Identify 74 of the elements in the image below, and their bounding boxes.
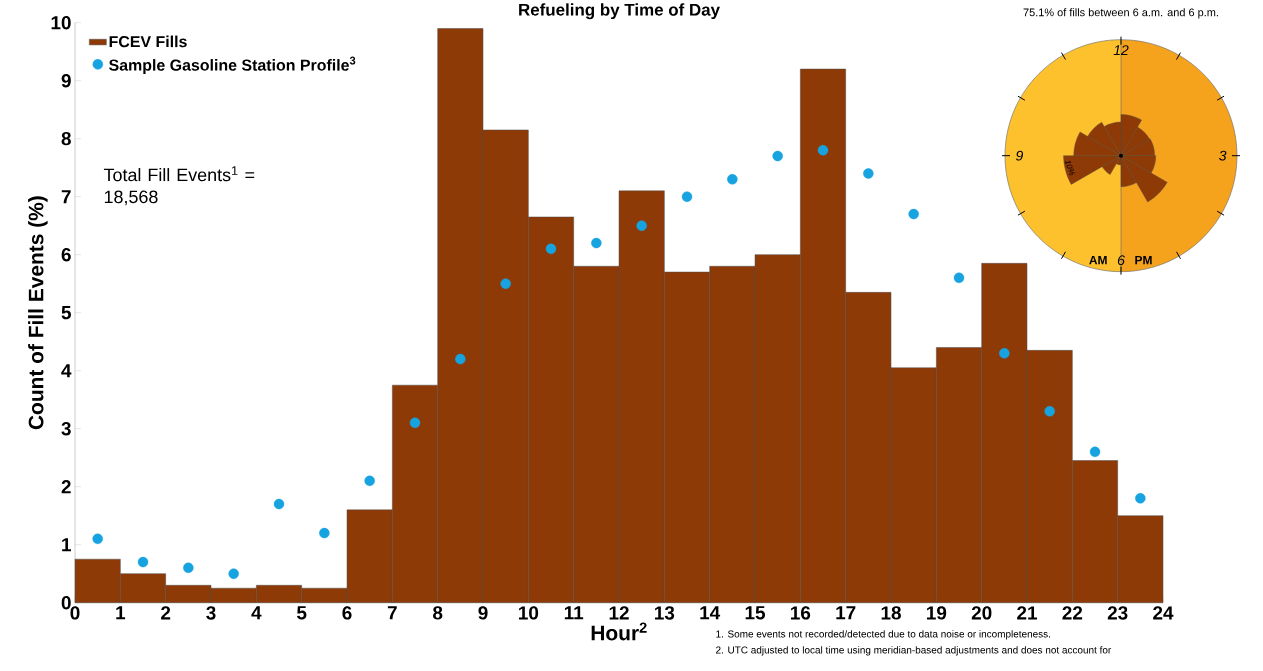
x-tick-label: 15 <box>745 606 766 620</box>
point <box>908 209 919 220</box>
point <box>1044 406 1055 417</box>
text: 75.1% of fills between 6 a.m. and 6 p.m. <box>1023 8 1218 19</box>
x-tick-label: 23 <box>1107 606 1128 620</box>
point <box>817 145 829 156</box>
point <box>500 278 511 290</box>
y-tick-label: 0 <box>61 596 71 610</box>
point <box>545 243 557 255</box>
x-tick-label: 17 <box>836 606 856 620</box>
x-tick-label: 21 <box>1017 606 1038 620</box>
point <box>1089 446 1101 458</box>
x-tick-label: 20 <box>971 606 992 620</box>
text: 2. UTC adjusted to local time using meridian-based adjustments and does not account for <box>716 646 1112 656</box>
x-tick-label: 3 <box>206 606 216 620</box>
point <box>772 151 783 162</box>
y-tick-label: 3 <box>61 422 71 436</box>
y-tick-label: 1 <box>62 538 71 552</box>
annotation: 12 <box>1113 45 1129 56</box>
legend-label: Sample Gasoline Station Profile$^{3}$ <box>109 56 356 75</box>
annotation: 9 <box>1016 150 1023 161</box>
x-tick-label: 19 <box>927 606 947 620</box>
point <box>319 528 330 539</box>
x-tick-label: 8 <box>433 606 443 620</box>
x-tick-label: 22 <box>1062 606 1083 620</box>
x-tick-label: 18 <box>881 606 901 620</box>
x-tick-label: 13 <box>655 606 675 620</box>
x-tick-label: 2 <box>161 606 171 620</box>
point <box>364 475 375 487</box>
annotation: AM <box>1089 256 1107 265</box>
point <box>183 562 194 574</box>
y-tick-label: 10 <box>51 16 71 30</box>
y-tick-label: 4 <box>61 364 72 378</box>
point <box>727 174 738 185</box>
y-tick-label: 5 <box>61 306 71 320</box>
point <box>863 168 874 179</box>
text: 3 <box>1219 150 1227 161</box>
y-tick-label: 8 <box>61 132 71 146</box>
x-tick-label: 5 <box>296 606 307 620</box>
text: 1. Some events not recorded/detected due to data noise or incompleteness. <box>716 630 1050 640</box>
point <box>636 220 647 232</box>
point <box>409 417 421 429</box>
x-axis-title: Hour$^{2}$ <box>591 622 647 641</box>
y-axis-title: Count of Fill Events (%) <box>28 196 48 430</box>
annotation: PM <box>1135 256 1152 265</box>
point <box>999 348 1010 359</box>
x-tick-label: 16 <box>791 606 811 620</box>
y-tick-label: 6 <box>61 248 71 262</box>
point <box>92 533 103 545</box>
x-tick-label: 4 <box>251 606 262 620</box>
y-tick-label: 7 <box>61 190 71 204</box>
y-tick-label: 9 <box>61 74 71 88</box>
x-tick-label: 6 <box>342 606 352 620</box>
x-tick-label: 14 <box>700 606 721 620</box>
point <box>681 191 693 203</box>
x-tick-label: 1 <box>116 606 126 620</box>
x-tick-label: 24 <box>1153 606 1174 620</box>
x-tick-label: 10 <box>519 606 539 620</box>
legend-label: FCEV Fills <box>109 35 187 48</box>
point <box>455 354 466 365</box>
x-tick-label: 9 <box>478 606 488 620</box>
x-tick-label: 7 <box>387 606 397 620</box>
y-tick-label: 2 <box>61 480 71 494</box>
x-tick-label: 11 <box>564 606 584 620</box>
point <box>228 568 239 580</box>
point <box>591 238 602 249</box>
text: Total Fill Events$^{1}$ = 18,568 <box>103 166 255 206</box>
x-tick-label: 12 <box>609 606 629 620</box>
point <box>137 557 149 568</box>
point <box>1135 493 1146 504</box>
annotation: 6 <box>1117 255 1125 266</box>
point <box>273 499 285 510</box>
chart-title: Refueling by Time of Day <box>519 3 720 20</box>
point <box>953 272 965 284</box>
